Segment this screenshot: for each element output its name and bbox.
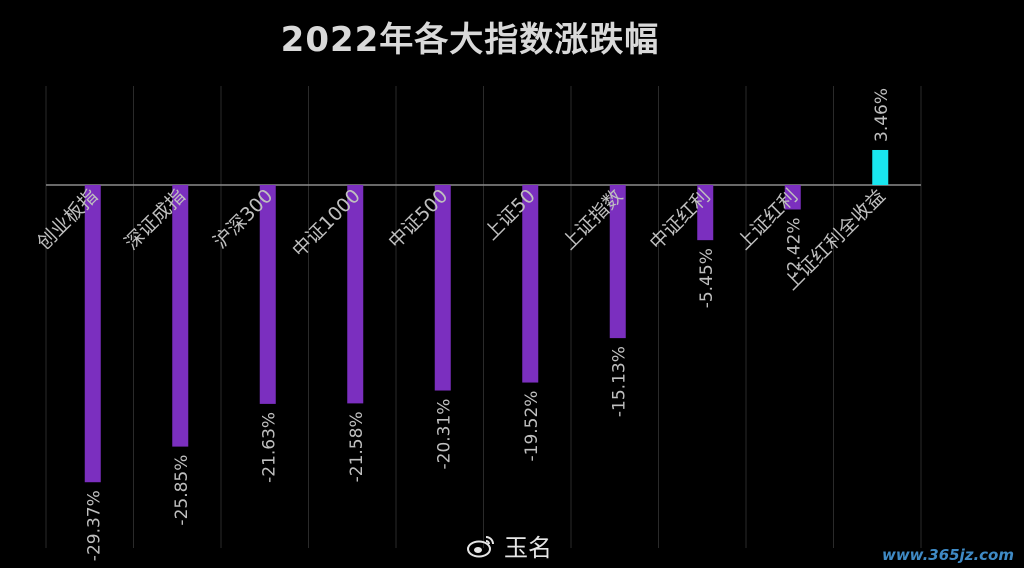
data-label: -15.13% <box>610 346 630 417</box>
bar <box>697 185 714 241</box>
data-label: -2.42% <box>785 217 805 277</box>
data-label: -29.37% <box>85 490 105 561</box>
bar <box>609 185 626 339</box>
weibo-icon <box>467 535 494 557</box>
chart-title: 2022年各大指数涨跌幅 <box>280 20 660 60</box>
bar <box>259 185 276 404</box>
data-label: -20.31% <box>435 399 455 470</box>
watermark-text: 玉名 <box>504 534 552 562</box>
weibo-watermark: 玉名 <box>466 528 552 563</box>
data-label: -25.85% <box>172 455 192 526</box>
site-watermark: www.365jz.com <box>881 546 1014 564</box>
data-label: -21.58% <box>347 411 367 482</box>
data-label: -19.52% <box>522 391 542 462</box>
bar <box>784 185 801 210</box>
bar <box>84 185 101 483</box>
bar <box>347 185 364 404</box>
bar <box>872 149 889 185</box>
bar <box>434 185 451 391</box>
bar <box>522 185 539 383</box>
data-label: -5.45% <box>697 248 717 308</box>
data-label: 3.46% <box>872 88 892 142</box>
bar <box>172 185 189 447</box>
data-label: -21.63% <box>260 412 280 483</box>
